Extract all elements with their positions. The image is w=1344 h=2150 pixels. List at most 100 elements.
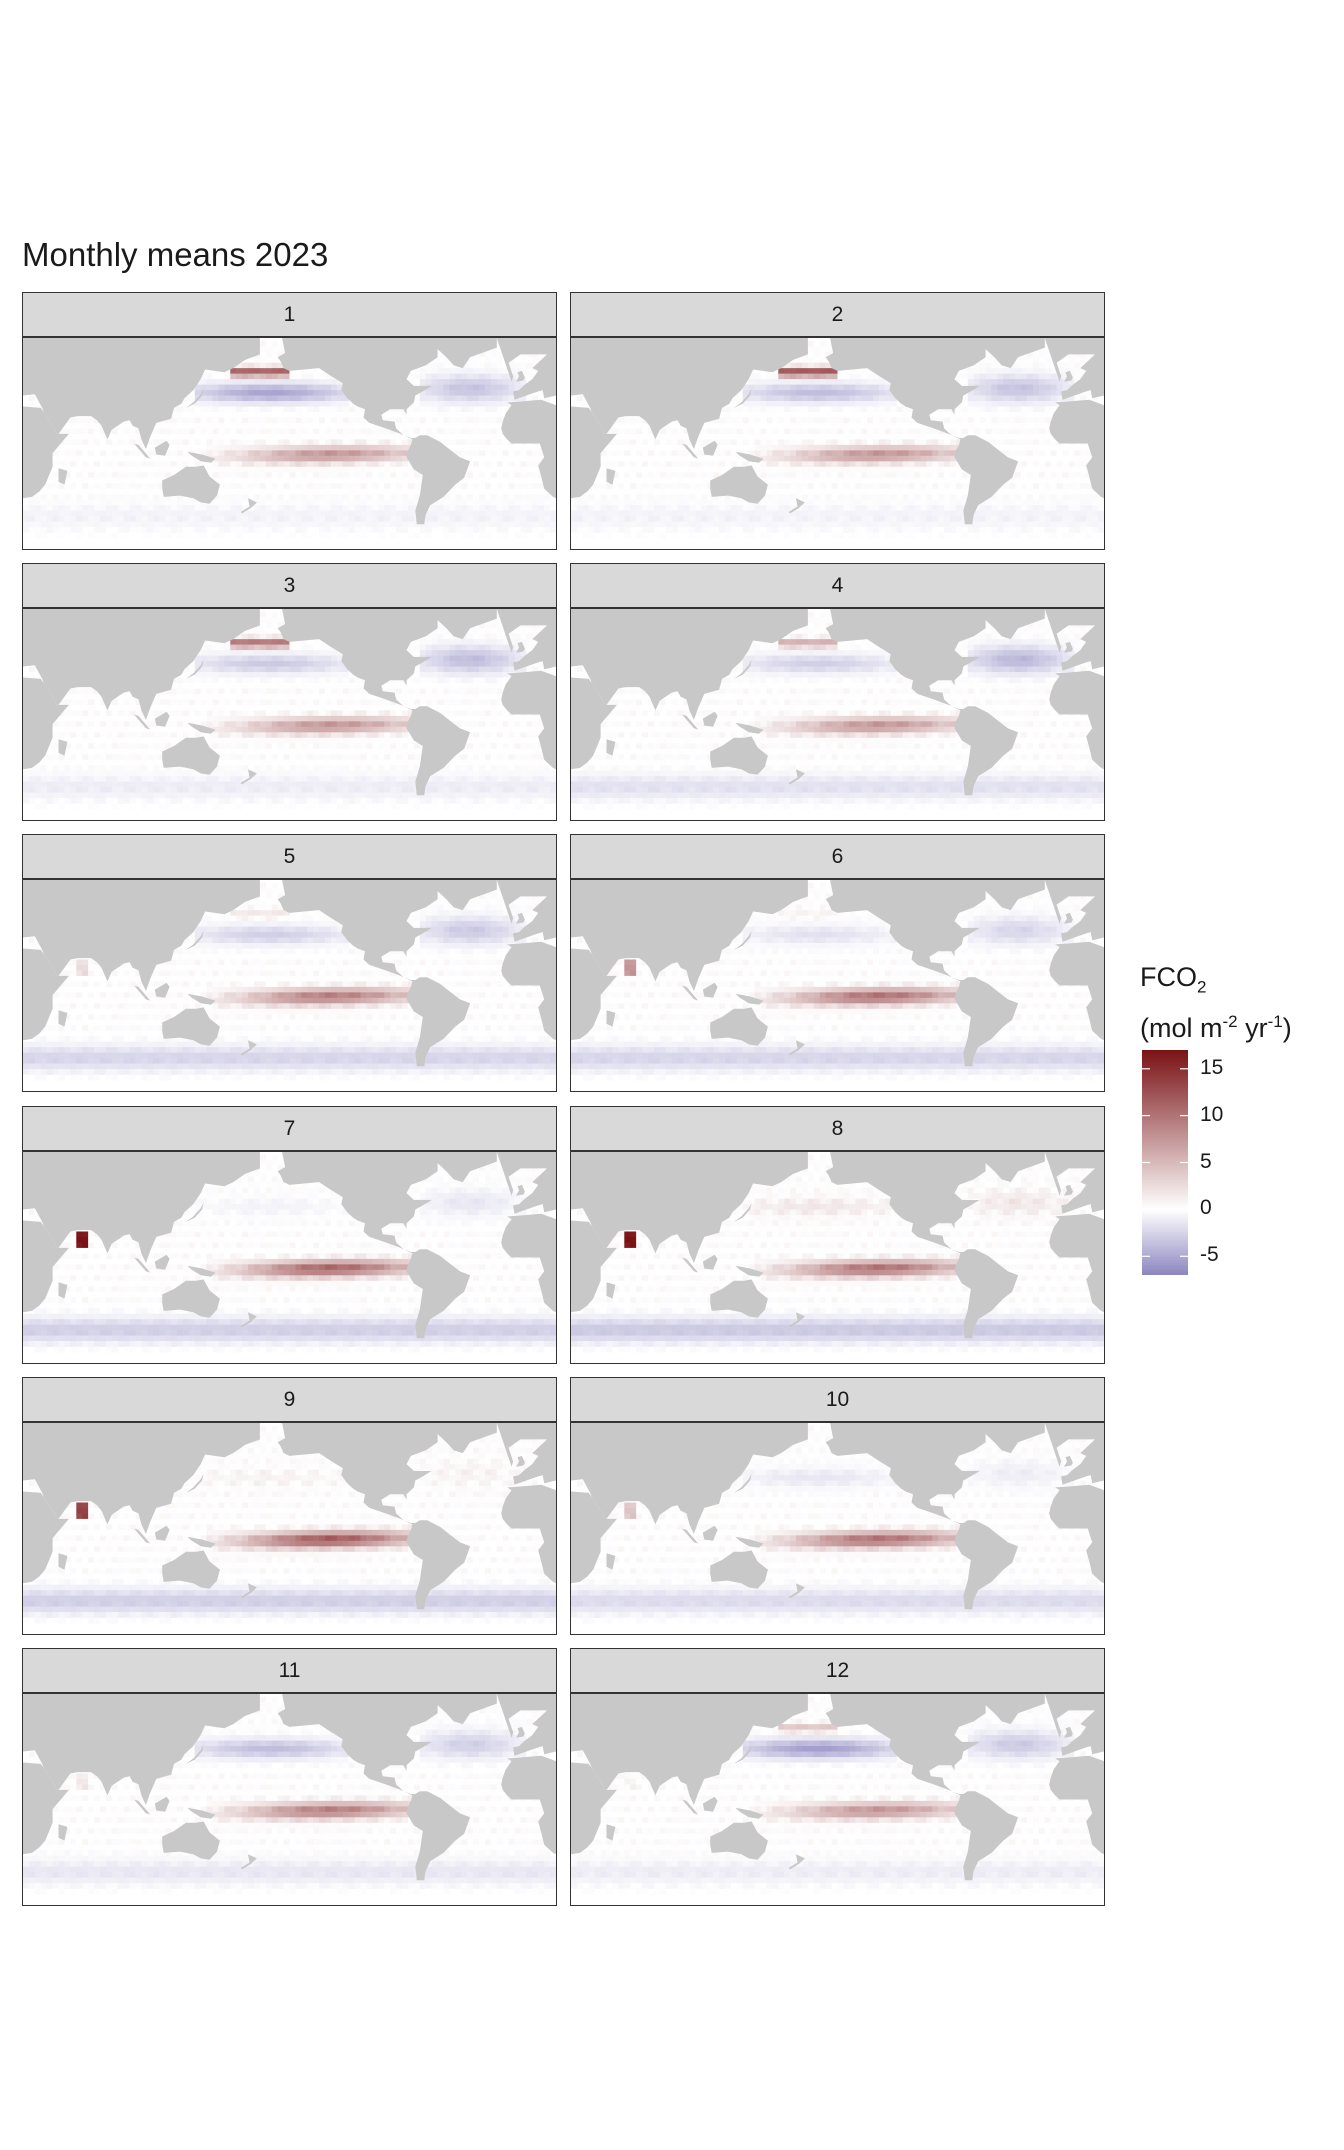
colorbar-segment — [1142, 1190, 1188, 1193]
legend-units-part: (mol m — [1140, 1013, 1223, 1043]
map-frame — [570, 1693, 1105, 1906]
landmass-eurasia — [571, 1694, 808, 1805]
colorbar-segment — [1142, 1120, 1188, 1123]
flux-map — [23, 880, 556, 1081]
landmass-newguinea — [735, 1536, 764, 1548]
legend-units-part: yr — [1238, 1013, 1268, 1043]
landmass-africa — [571, 948, 617, 1041]
colorbar-tick-label: 15 — [1200, 1056, 1223, 1080]
colorbar-segment — [1142, 1207, 1188, 1211]
landmass-africa_r — [501, 399, 556, 499]
landmass-nz — [788, 1583, 805, 1599]
colorbar-segment — [1142, 1252, 1188, 1256]
facet-strip-label: 5 — [22, 834, 557, 879]
landmass-eurasia — [571, 338, 808, 449]
colorbar-tick-label: 10 — [1200, 1103, 1223, 1127]
colorbar-segment — [1142, 1140, 1188, 1143]
facet-strip-label: 1 — [22, 292, 557, 337]
landmass-americas — [825, 609, 1019, 796]
map-frame — [22, 879, 557, 1092]
colorbar-segment — [1142, 1210, 1188, 1213]
colorbar-segment — [1142, 1195, 1188, 1198]
colorbar-segment — [1142, 1110, 1188, 1113]
colorbar-segment — [1142, 1222, 1188, 1226]
map-frame — [22, 608, 557, 821]
facet-strip-label: 9 — [22, 1377, 557, 1422]
landmass-europe — [1044, 1694, 1104, 1756]
landmass-newguinea — [187, 1807, 216, 1819]
landmass-greenland — [981, 1694, 1045, 1725]
landmass-borneo — [702, 1254, 718, 1270]
colorbar-segment — [1142, 1062, 1188, 1066]
land-mask — [23, 609, 556, 796]
colorbar-segment — [1142, 1147, 1188, 1151]
colorbar-tick-label: -5 — [1200, 1243, 1219, 1267]
landmass-europe — [1044, 1423, 1104, 1485]
colorbar-segment — [1142, 1247, 1188, 1251]
landmass-borneo — [154, 1525, 170, 1541]
landmass-eurasia — [23, 1423, 260, 1534]
flux-map — [571, 1423, 1104, 1624]
landmass-australia — [710, 1007, 768, 1046]
colorbar-segment — [1142, 1217, 1188, 1221]
landmass-africa_r — [501, 670, 556, 770]
landmass-nz — [788, 769, 805, 785]
colorbar-segment — [1142, 1265, 1188, 1268]
landmass-nz — [788, 498, 805, 514]
map-frame — [570, 608, 1105, 821]
landmass-madagascar — [606, 1553, 616, 1570]
land-mask — [23, 880, 556, 1067]
colorbar-segment — [1142, 1137, 1188, 1141]
landmass-uk — [516, 370, 525, 382]
facet-panel: 10 — [570, 1377, 1105, 1636]
landmass-greenland — [981, 609, 1045, 640]
legend-units-exponent: -1 — [1268, 1012, 1283, 1031]
landmass-greenland — [433, 1423, 497, 1454]
landmass-africa_r — [1049, 941, 1104, 1041]
landmass-nz — [788, 1040, 805, 1056]
landmass-africa — [23, 1762, 69, 1855]
land-mask — [571, 609, 1104, 796]
landmass-sumatra — [134, 985, 151, 1001]
landmass-nz — [788, 1312, 805, 1328]
legend-title: FCO2 (mol m-2 yr-1) — [1140, 960, 1292, 1046]
landmass-australia — [710, 465, 768, 504]
landmass-eurasia — [571, 1423, 808, 1534]
landmass-europe — [496, 880, 556, 942]
landmass-uk — [516, 1726, 525, 1738]
facet-strip-label: 6 — [570, 834, 1105, 879]
landmass-nz — [240, 1040, 257, 1056]
colorbar-segment — [1142, 1085, 1188, 1088]
landmass-africa_r — [1049, 1213, 1104, 1313]
landmass-americas — [277, 1423, 471, 1610]
landmass-africa_r — [501, 1755, 556, 1855]
landmass-sumatra — [682, 1257, 699, 1273]
landmass-uk — [1064, 370, 1073, 382]
landmass-americas — [277, 1152, 471, 1339]
colorbar-segment — [1142, 1245, 1188, 1248]
colorbar-segment — [1142, 1155, 1188, 1158]
colorbar-segment — [1142, 1192, 1188, 1196]
colorbar-segment — [1142, 1212, 1188, 1216]
colorbar-segment — [1142, 1167, 1188, 1171]
colorbar-segment — [1142, 1100, 1188, 1103]
landmass-madagascar — [606, 468, 616, 485]
landmass-nz — [240, 1583, 257, 1599]
land-mask — [23, 338, 556, 525]
landmass-sumatra — [134, 1528, 151, 1544]
landmass-borneo — [154, 440, 170, 456]
landmass-borneo — [702, 711, 718, 727]
map-frame — [570, 1422, 1105, 1635]
colorbar-segment — [1142, 1092, 1188, 1096]
landmass-nz — [240, 1854, 257, 1870]
flux-map — [571, 880, 1104, 1081]
colorbar-segment — [1142, 1170, 1188, 1173]
land-mask — [571, 1152, 1104, 1339]
landmass-nz — [240, 498, 257, 514]
landmass-madagascar — [58, 468, 68, 485]
landmass-madagascar — [58, 1824, 68, 1841]
colorbar-segment — [1142, 1175, 1188, 1178]
land-mask — [571, 338, 1104, 525]
facet-panel: 1 — [22, 292, 557, 551]
landmass-australia — [710, 1550, 768, 1589]
